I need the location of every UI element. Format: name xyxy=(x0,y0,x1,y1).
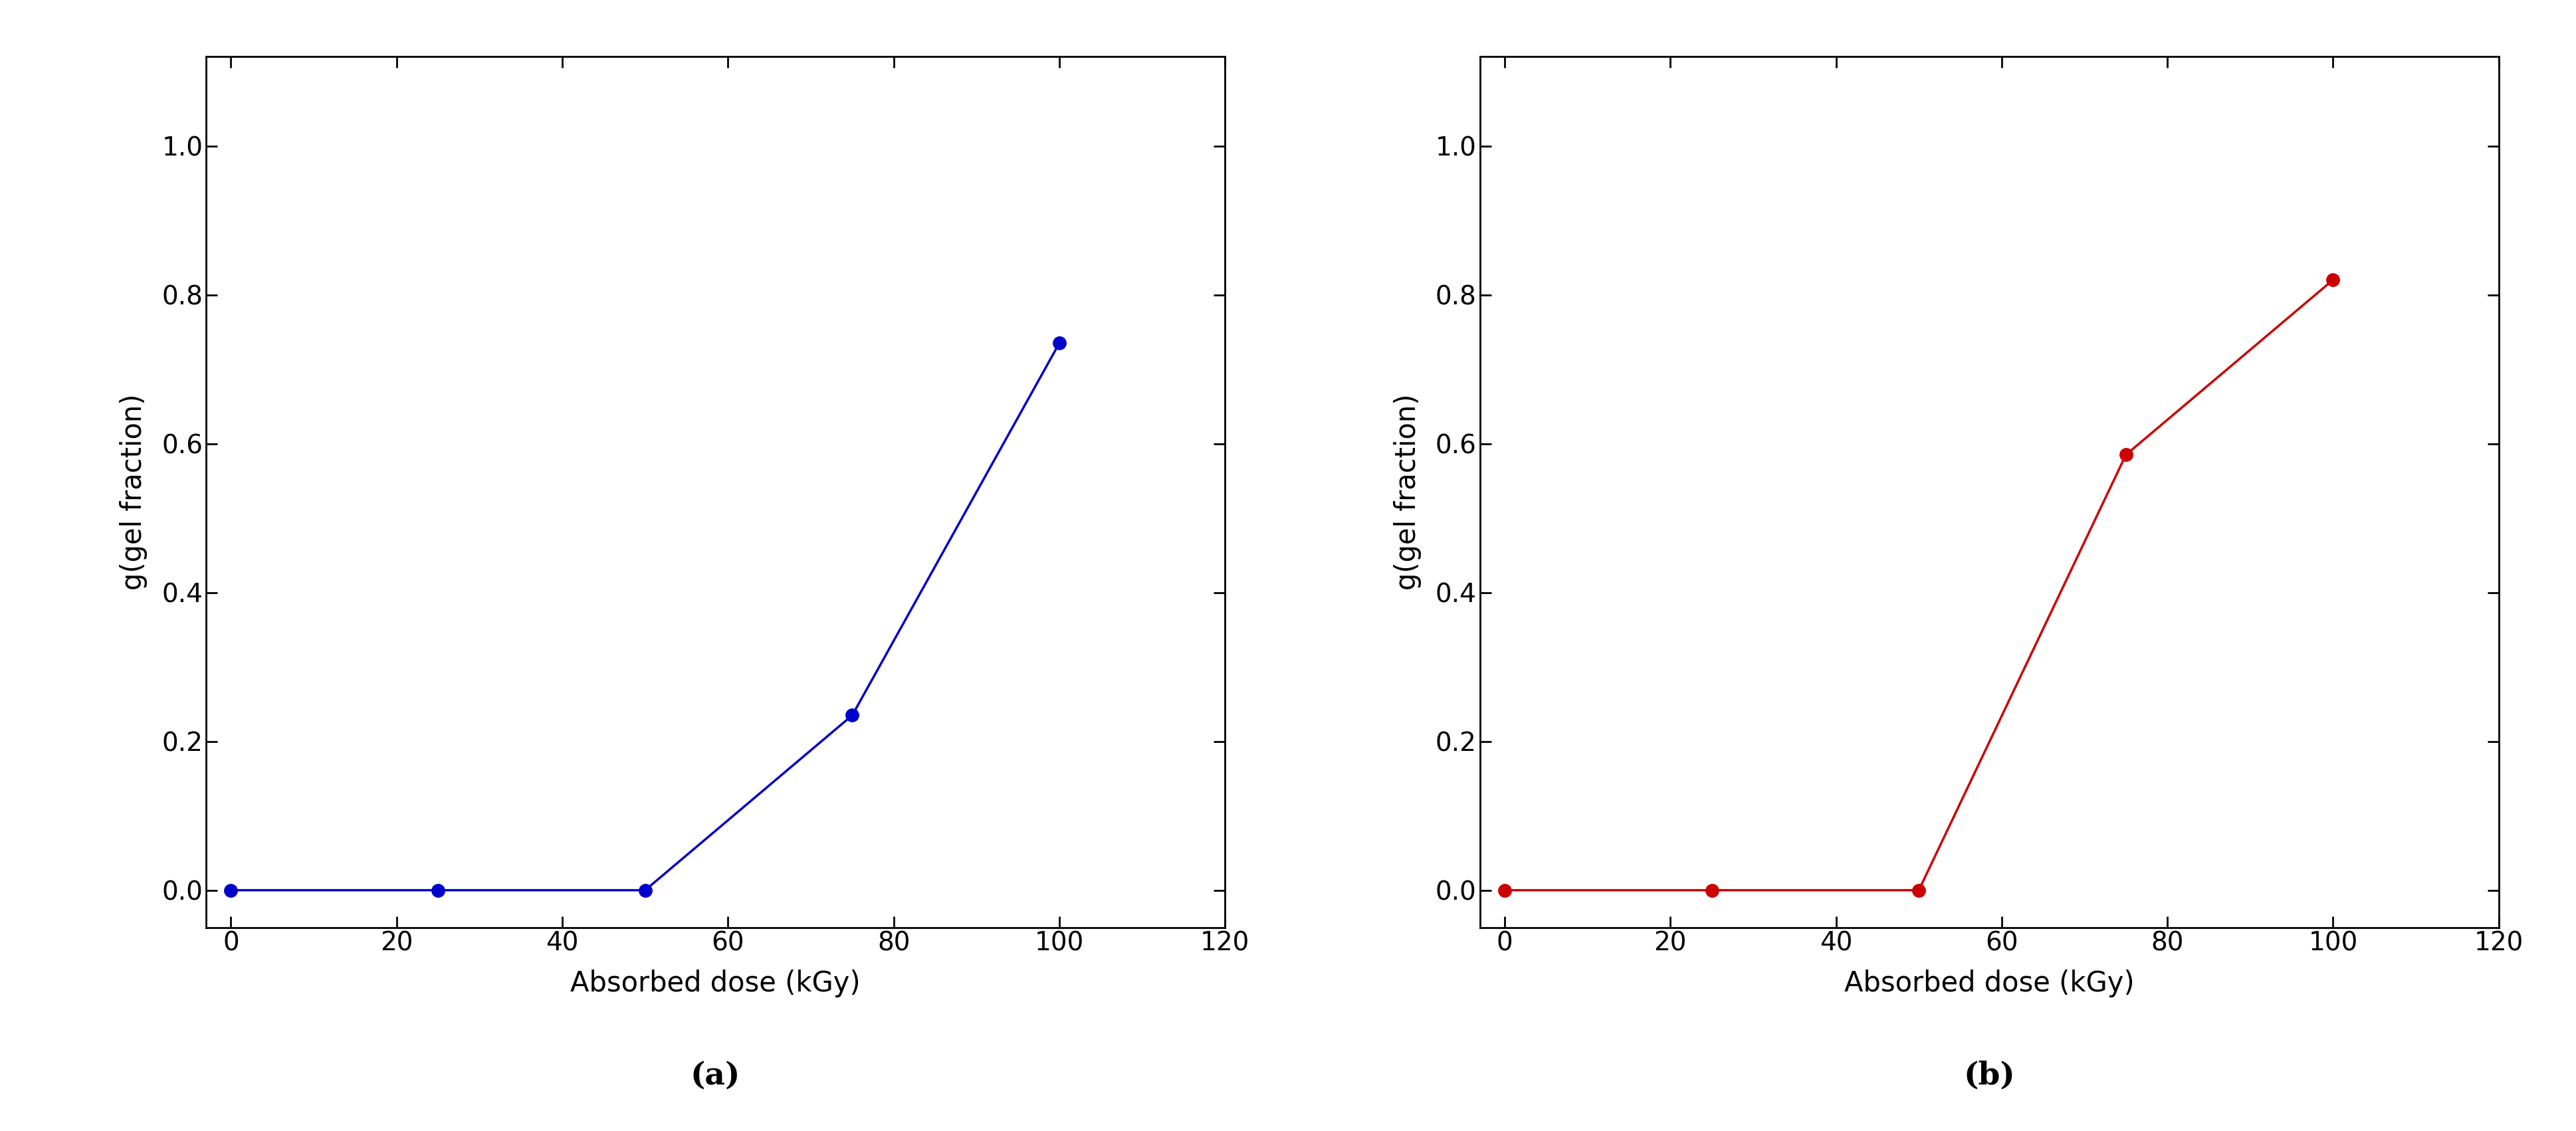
X-axis label: Absorbed dose (kGy): Absorbed dose (kGy) xyxy=(569,969,860,998)
Text: (b): (b) xyxy=(1963,1060,2014,1090)
Text: (a): (a) xyxy=(690,1060,742,1090)
Y-axis label: g(gel fraction): g(gel fraction) xyxy=(121,394,147,590)
Y-axis label: g(gel fraction): g(gel fraction) xyxy=(1394,394,1422,590)
X-axis label: Absorbed dose (kGy): Absorbed dose (kGy) xyxy=(1844,969,2136,998)
